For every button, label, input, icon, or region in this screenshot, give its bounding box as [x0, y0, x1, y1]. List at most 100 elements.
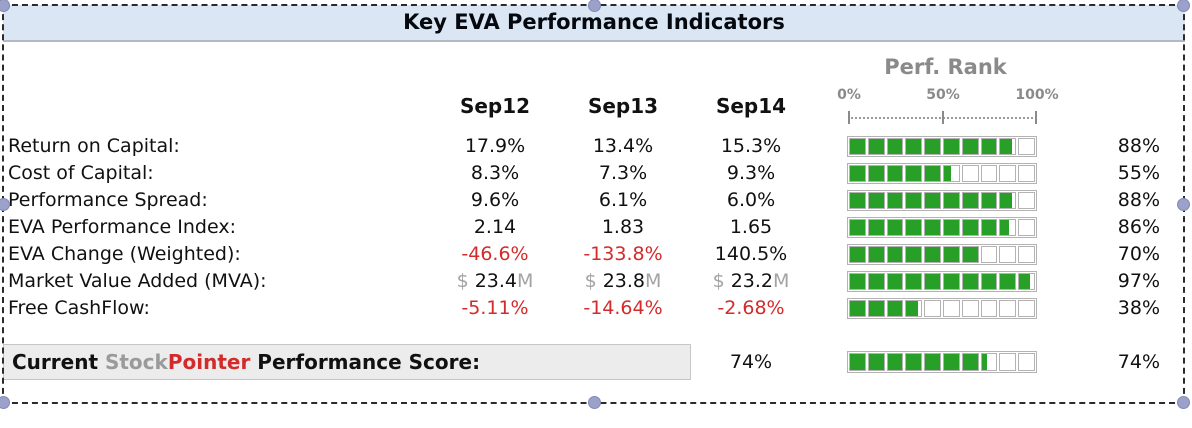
score-label-part-stock: Stock: [104, 350, 168, 374]
selection-handle[interactable]: [1177, 0, 1190, 12]
value-text: 17.9%: [464, 135, 526, 157]
rank-value: 70%: [1117, 243, 1160, 265]
selection-handle[interactable]: [0, 0, 10, 12]
bar-fill: [925, 139, 940, 154]
bar-fill: [1000, 193, 1013, 208]
row-label: Cost of Capital:: [8, 162, 154, 184]
table-row: Cost of Capital: 8.3% 7.3% 9.3% 55%: [0, 160, 1192, 187]
bar-cell: [999, 219, 1017, 236]
column-header-sep13: Sep13: [587, 94, 659, 118]
bar-fill: [868, 220, 884, 235]
bar-cell: [905, 246, 923, 263]
perf-rank-bar-wrap: [847, 217, 1037, 238]
bar-fill: [925, 354, 940, 370]
value-text: M: [517, 270, 534, 292]
bar-fill: [868, 301, 884, 316]
perf-rank-bar-wrap: [847, 163, 1037, 184]
axis-tick: [941, 111, 944, 124]
value-text: 8.3%: [470, 162, 520, 184]
bar-fill: [1000, 274, 1016, 289]
bar-fill: [887, 166, 903, 181]
bar-cell: [924, 192, 941, 209]
bar-fill: [850, 166, 865, 181]
bar-fill: [943, 220, 959, 235]
bar-fill: [887, 139, 903, 154]
bar-fill: [868, 166, 884, 181]
selection-handle[interactable]: [0, 396, 10, 409]
bar-fill: [943, 139, 959, 154]
bar-cell: [924, 219, 941, 236]
bar-cell: [886, 273, 904, 290]
bar-cell: [924, 353, 941, 371]
bar-cell: [942, 165, 960, 182]
value-cell: 1.65: [676, 214, 826, 241]
bar-fill: [925, 247, 940, 262]
bar-cell: [905, 138, 923, 155]
perf-rank-bar-wrap: [847, 244, 1037, 265]
bar-fill: [925, 193, 940, 208]
bar-cell: [886, 219, 904, 236]
value-text: 13.4%: [592, 135, 654, 157]
row-label: EVA Performance Index:: [8, 216, 236, 238]
bar-fill: [925, 274, 940, 289]
bar-fill: [925, 166, 940, 181]
bar-fill: [943, 193, 959, 208]
bar-cell: [886, 192, 904, 209]
selection-handle[interactable]: [0, 198, 10, 211]
bar-cell: [849, 192, 866, 209]
value-cell: 6.1%: [548, 187, 698, 214]
bar-cell: [942, 353, 960, 371]
rank-value: 88%: [1117, 135, 1160, 157]
bar-fill: [981, 274, 997, 289]
bar-cell: [980, 219, 998, 236]
value-text: -2.68%: [717, 297, 785, 319]
table-row: EVA Performance Index: 2.14 1.83 1.65 86%: [0, 214, 1192, 241]
bar-cell: [905, 273, 923, 290]
score-label-part: Current: [12, 350, 105, 374]
bar-fill: [1000, 139, 1013, 154]
bar-cell: [849, 165, 866, 182]
bar-cell: [942, 246, 960, 263]
bar-cell: [867, 300, 885, 317]
table-row: Market Value Added (MVA): $ 23.4M $ 23.8M $…: [0, 268, 1192, 295]
bar-cell: [886, 246, 904, 263]
bar-cell: [961, 353, 979, 371]
bar-fill: [850, 220, 865, 235]
bar-fill: [887, 247, 903, 262]
bar-fill: [868, 247, 884, 262]
bar-cell: [886, 300, 904, 317]
rank-value: 86%: [1117, 216, 1160, 238]
bar-fill: [868, 193, 884, 208]
row-label: Performance Spread:: [8, 189, 208, 211]
bar-cell: [886, 138, 904, 155]
bar-fill: [962, 193, 978, 208]
bar-fill: [962, 139, 978, 154]
bar-cell: [999, 246, 1017, 263]
value-text: 15.3%: [720, 135, 782, 157]
value-cell: $ 23.4M: [420, 268, 570, 295]
rank-value: 88%: [1117, 189, 1160, 211]
bar-cell: [1018, 192, 1035, 209]
selection-handle[interactable]: [1177, 198, 1190, 211]
row-label: Free CashFlow:: [8, 297, 150, 319]
perf-rank-bar: [847, 244, 1037, 265]
bar-fill: [906, 220, 922, 235]
bar-cell: [961, 300, 979, 317]
bar-cell: [999, 300, 1017, 317]
bar-fill: [962, 274, 978, 289]
performance-score-value: 74%: [729, 351, 773, 373]
selection-handle[interactable]: [587, 396, 601, 409]
bar-fill: [887, 193, 903, 208]
selection-handle[interactable]: [1177, 396, 1190, 409]
selection-handle[interactable]: [587, 0, 601, 12]
bar-fill: [981, 354, 988, 370]
value-cell: 9.6%: [420, 187, 570, 214]
bar-fill: [887, 274, 903, 289]
bar-cell: [961, 246, 979, 263]
perf-rank-bar-wrap: [847, 190, 1037, 211]
bar-cell: [999, 273, 1017, 290]
value-text: 9.6%: [470, 189, 520, 211]
bar-cell: [849, 273, 866, 290]
value-cell: 7.3%: [548, 160, 698, 187]
